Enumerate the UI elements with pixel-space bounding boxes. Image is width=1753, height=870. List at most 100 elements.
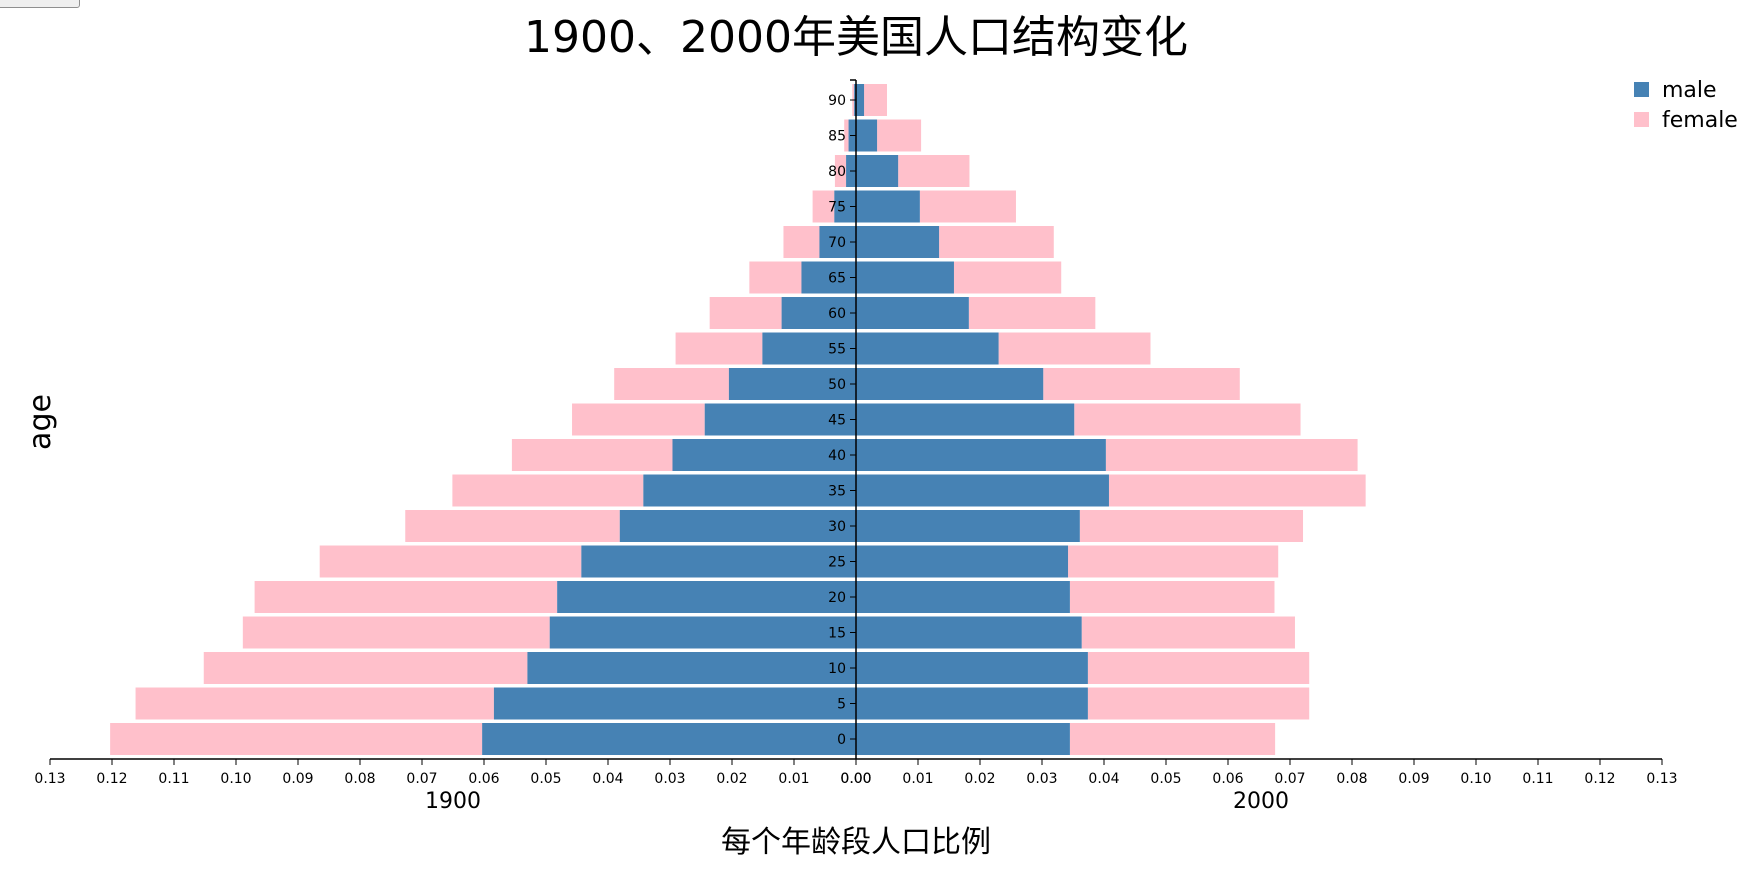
bar-2000-female-age-45 xyxy=(1074,403,1301,436)
x-tick-label: 0.03 xyxy=(1026,771,1057,787)
x-tick-label: 0.02 xyxy=(964,771,995,787)
bar-1900-female-age-25 xyxy=(319,545,582,578)
bar-2000-male-age-65 xyxy=(856,261,954,294)
bar-2000-female-age-50 xyxy=(1043,368,1240,400)
x-tick-label: 0.13 xyxy=(34,771,65,787)
bars-layer xyxy=(110,84,1366,755)
bar-1900-female-age-55 xyxy=(675,332,763,365)
bar-1900-female-age-65 xyxy=(749,261,802,294)
top-left-button[interactable] xyxy=(0,0,80,8)
bar-1900-male-age-70 xyxy=(819,226,856,258)
age-tick-label: 90 xyxy=(828,93,846,109)
x-tick-label: 0.09 xyxy=(1398,771,1429,787)
age-tick-label: 70 xyxy=(828,235,846,251)
bar-1900-female-age-45 xyxy=(572,403,705,436)
bar-1900-male-age-40 xyxy=(672,439,856,471)
bar-1900-male-age-30 xyxy=(619,510,856,542)
bar-1900-male-age-5 xyxy=(493,687,856,720)
age-tick-label: 15 xyxy=(828,626,846,642)
x-tick-label: 0.04 xyxy=(1088,771,1119,787)
bar-2000-male-age-75 xyxy=(856,190,920,223)
bar-1900-male-age-15 xyxy=(549,616,856,649)
bar-2000-female-age-15 xyxy=(1081,616,1295,649)
bar-1900-female-age-85 xyxy=(844,119,849,152)
age-tick-label: 60 xyxy=(828,306,846,322)
chart-title: 1900、2000年美国人口结构变化 xyxy=(524,12,1188,63)
age-tick-label: 20 xyxy=(828,590,846,606)
bar-2000-female-age-85 xyxy=(877,119,922,152)
x-tick-label: 0.05 xyxy=(530,771,561,787)
x-tick-label: 0.02 xyxy=(716,771,747,787)
bar-1900-male-age-25 xyxy=(581,545,856,578)
x-tick-label: 0.11 xyxy=(1522,771,1553,787)
bar-2000-male-age-0 xyxy=(856,723,1070,755)
bar-1900-female-age-80 xyxy=(834,155,847,187)
legend-label-female: female xyxy=(1662,108,1738,133)
bar-1900-male-age-35 xyxy=(643,474,856,507)
bar-2000-female-age-35 xyxy=(1108,474,1366,507)
legend-swatch-female xyxy=(1634,112,1649,127)
x-tick-label: 0.06 xyxy=(1212,771,1243,787)
x-tick-label: 0.01 xyxy=(778,771,809,787)
x-tick-label: 0.09 xyxy=(282,771,313,787)
bar-2000-male-age-15 xyxy=(856,616,1082,649)
bar-2000-male-age-90 xyxy=(856,84,865,116)
bar-1900-male-age-60 xyxy=(781,297,856,329)
legend-swatch-male xyxy=(1634,82,1649,97)
x-tick-label: 0.00 xyxy=(840,771,871,787)
age-tick-label: 45 xyxy=(828,413,846,429)
bar-1900-female-age-5 xyxy=(135,687,494,720)
bar-1900-female-age-40 xyxy=(511,439,673,471)
x-tick-label: 0.08 xyxy=(1336,771,1367,787)
bar-2000-female-age-75 xyxy=(919,190,1016,223)
age-tick-label: 55 xyxy=(828,342,846,358)
bar-2000-female-age-65 xyxy=(953,261,1062,294)
age-tick-label: 10 xyxy=(828,661,846,677)
bar-1900-male-age-75 xyxy=(834,190,856,223)
bar-1900-male-age-0 xyxy=(482,723,856,755)
age-tick-label: 30 xyxy=(828,519,846,535)
x-tick-label: 0.03 xyxy=(654,771,685,787)
bar-2000-female-age-20 xyxy=(1069,581,1275,613)
bar-2000-male-age-45 xyxy=(856,403,1075,436)
bar-2000-female-age-55 xyxy=(998,332,1151,365)
bar-1900-male-age-50 xyxy=(728,368,856,400)
x-tick-label: 0.10 xyxy=(1460,771,1491,787)
bar-2000-female-age-70 xyxy=(939,226,1054,258)
bar-2000-female-age-0 xyxy=(1069,723,1276,755)
x-tick-label: 0.10 xyxy=(220,771,251,787)
age-tick-label: 0 xyxy=(837,732,846,748)
x-tick-label: 0.04 xyxy=(592,771,623,787)
x-tick-label: 0.05 xyxy=(1150,771,1181,787)
bar-2000-female-age-5 xyxy=(1087,687,1310,720)
bar-1900-female-age-30 xyxy=(405,510,620,542)
bar-1900-female-age-70 xyxy=(783,226,820,258)
bar-2000-male-age-35 xyxy=(856,474,1109,507)
age-tick-label: 40 xyxy=(828,448,846,464)
bar-1900-female-age-60 xyxy=(709,297,782,329)
x-tick-label: 0.11 xyxy=(158,771,189,787)
age-tick-label: 65 xyxy=(828,271,846,287)
panel-label-2000: 2000 xyxy=(1233,789,1289,814)
bar-2000-female-age-60 xyxy=(968,297,1096,329)
x-tick-label: 0.06 xyxy=(468,771,499,787)
x-tick-label: 0.12 xyxy=(1584,771,1615,787)
bar-1900-female-age-75 xyxy=(812,190,835,223)
age-tick-label: 85 xyxy=(828,129,846,145)
bar-2000-male-age-60 xyxy=(856,297,969,329)
x-tick-label: 0.00 xyxy=(840,771,871,787)
x-tick-label: 0.07 xyxy=(406,771,437,787)
bar-1900-male-age-65 xyxy=(801,261,856,294)
x-tick-label: 0.01 xyxy=(902,771,933,787)
age-tick-label: 25 xyxy=(828,555,846,571)
x-tick-label: 0.07 xyxy=(1274,771,1305,787)
age-tick-label: 75 xyxy=(828,200,846,216)
x-tick-label: 0.12 xyxy=(96,771,127,787)
bar-2000-male-age-5 xyxy=(856,687,1088,720)
bar-2000-male-age-40 xyxy=(856,439,1106,471)
bar-2000-female-age-40 xyxy=(1105,439,1358,471)
age-tick-label: 35 xyxy=(828,484,846,500)
bar-1900-female-age-15 xyxy=(242,616,550,649)
bar-2000-female-age-25 xyxy=(1068,545,1279,578)
